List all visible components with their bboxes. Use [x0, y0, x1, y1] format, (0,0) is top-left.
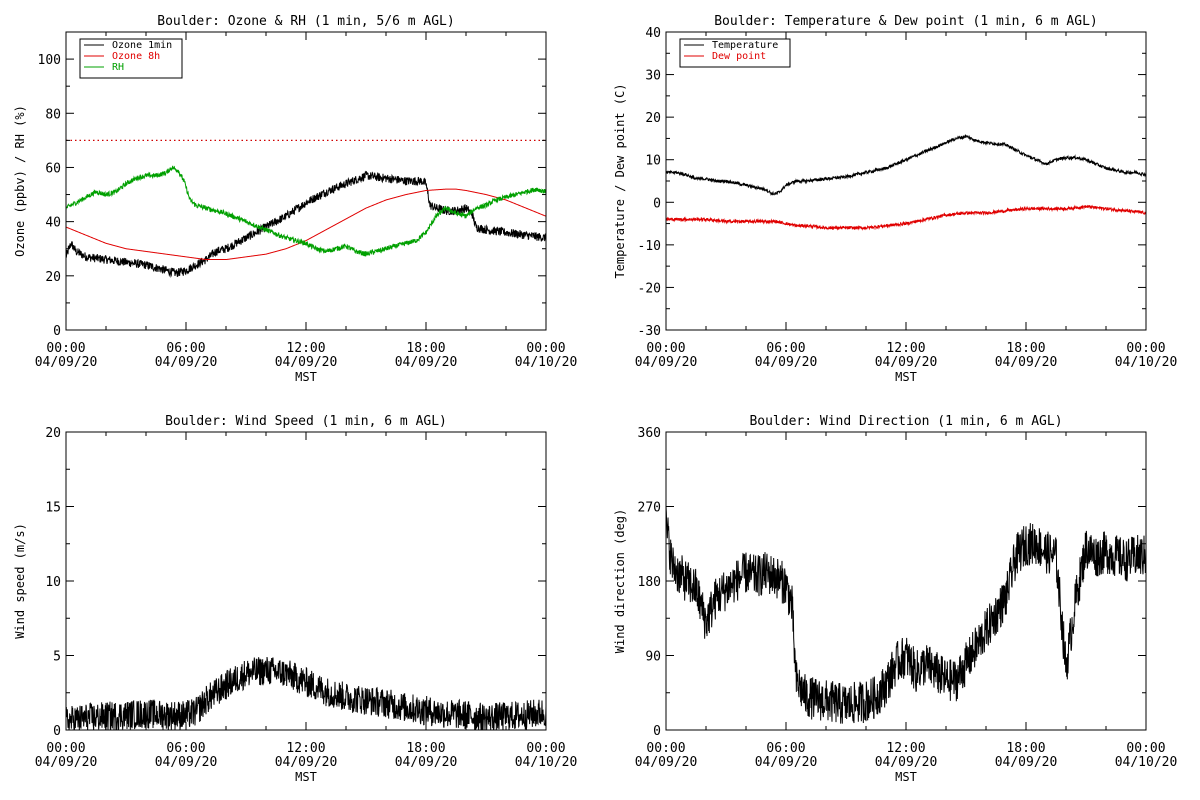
series-line-dew-point — [666, 204, 1146, 231]
y-tick-label: 40 — [45, 216, 61, 231]
x-tick-label-time: 12:00 — [886, 741, 925, 756]
chart-panel-3: Boulder: Wind Speed (1 min, 6 m AGL) 0 5 10… — [13, 414, 577, 784]
x-tick-label-date: 04/09/20 — [635, 355, 698, 370]
y-tick-label: 0 — [53, 324, 61, 339]
x-tick-label-time: 00:00 — [646, 341, 685, 356]
y-tick-label: 20 — [45, 426, 61, 441]
x-tick-label-date: 04/09/20 — [875, 755, 938, 770]
y-tick-label: 0 — [653, 724, 661, 739]
x-tick-label-time: 06:00 — [766, 741, 805, 756]
x-tick-label-time: 06:00 — [766, 341, 805, 356]
chart-title: Boulder: Wind Direction (1 min, 6 m AGL) — [749, 414, 1062, 429]
x-tick-label-date: 04/09/20 — [995, 355, 1058, 370]
y-tick-label: 30 — [645, 69, 661, 84]
y-tick-label: -20 — [638, 281, 661, 296]
x-tick-label-time: 06:00 — [166, 741, 205, 756]
x-tick-label-time: 00:00 — [46, 741, 85, 756]
y-axis-label: Temperature / Dew point (C) — [613, 83, 627, 278]
y-axis-label: Ozone (ppbv) / RH (%) — [13, 105, 27, 257]
x-tick-label-date: 04/09/20 — [755, 355, 818, 370]
y-tick-label: -30 — [638, 324, 661, 339]
x-tick-label-date: 04/10/20 — [1115, 755, 1178, 770]
y-tick-label: 40 — [645, 26, 661, 41]
x-tick-label-date: 04/09/20 — [635, 755, 698, 770]
x-tick-label-date: 04/10/20 — [515, 355, 578, 370]
legend-entry: Dew point — [712, 51, 766, 62]
x-tick-label-date: 04/09/20 — [155, 355, 218, 370]
series-line-ozone-8h — [66, 188, 546, 261]
chart-panel-4: Boulder: Wind Direction (1 min, 6 m AGL)… — [613, 414, 1177, 784]
y-tick-label: 180 — [638, 575, 661, 590]
x-tick-label-date: 04/09/20 — [755, 755, 818, 770]
y-tick-label: 100 — [38, 53, 61, 68]
y-tick-label: 10 — [45, 575, 61, 590]
x-tick-label-time: 12:00 — [286, 741, 325, 756]
y-tick-label: 20 — [645, 111, 661, 126]
x-tick-label-date: 04/09/20 — [395, 755, 458, 770]
series-line-temperature — [666, 134, 1146, 196]
plot-frame — [665, 31, 1147, 331]
y-tick-label: -10 — [638, 239, 661, 254]
y-tick-label: 80 — [45, 107, 61, 122]
x-tick-label-time: 12:00 — [886, 341, 925, 356]
x-tick-label-date: 04/09/20 — [35, 755, 98, 770]
y-tick-label: 0 — [653, 196, 661, 211]
chart-panel-2: Boulder: Temperature & Dew point (1 min,… — [613, 14, 1177, 384]
series-line-ozone-1min — [66, 170, 546, 278]
x-tick-label-date: 04/09/20 — [995, 755, 1058, 770]
x-tick-label-time: 18:00 — [406, 341, 445, 356]
y-tick-label: 90 — [645, 650, 661, 665]
y-tick-label: 20 — [45, 270, 61, 285]
y-tick-label: 0 — [53, 724, 61, 739]
series-line-data — [666, 505, 1146, 724]
x-tick-label-date: 04/09/20 — [275, 355, 338, 370]
x-axis-label: MST — [895, 370, 917, 384]
x-tick-label-time: 00:00 — [1126, 741, 1165, 756]
y-tick-label: 360 — [638, 426, 661, 441]
x-axis-label: MST — [895, 770, 917, 784]
legend-entry: Temperature — [712, 40, 778, 51]
x-axis-label: MST — [295, 770, 317, 784]
x-tick-label-time: 18:00 — [406, 741, 445, 756]
x-tick-label-date: 04/09/20 — [35, 355, 98, 370]
x-tick-label-time: 00:00 — [1126, 341, 1165, 356]
x-axis-label: MST — [295, 370, 317, 384]
x-tick-label-time: 18:00 — [1006, 741, 1045, 756]
series-line-rh — [66, 165, 546, 257]
x-tick-label-date: 04/09/20 — [395, 355, 458, 370]
x-tick-label-time: 00:00 — [46, 341, 85, 356]
series-line-data — [66, 657, 546, 730]
x-tick-label-date: 04/09/20 — [155, 755, 218, 770]
x-tick-label-time: 06:00 — [166, 341, 205, 356]
x-tick-label-time: 00:00 — [646, 741, 685, 756]
y-tick-label: 10 — [645, 154, 661, 169]
y-tick-label: 5 — [53, 650, 61, 665]
legend-entry: Ozone 1min — [112, 40, 172, 51]
y-tick-label: 60 — [45, 161, 61, 176]
x-tick-label-time: 00:00 — [526, 741, 565, 756]
x-tick-label-date: 04/10/20 — [1115, 355, 1178, 370]
x-tick-label-date: 04/09/20 — [875, 355, 938, 370]
chart-title: Boulder: Wind Speed (1 min, 6 m AGL) — [165, 414, 447, 429]
y-tick-label: 270 — [638, 501, 661, 516]
chart-panel-1: Boulder: Ozone & RH (1 min, 5/6 m AGL) 0 2… — [13, 14, 577, 384]
x-tick-label-date: 04/09/20 — [275, 755, 338, 770]
chart-title: Boulder: Temperature & Dew point (1 min,… — [714, 14, 1098, 29]
y-axis-label: Wind direction (deg) — [613, 509, 627, 654]
y-axis-label: Wind speed (m/s) — [13, 523, 27, 639]
x-tick-label-time: 18:00 — [1006, 341, 1045, 356]
chart-title: Boulder: Ozone & RH (1 min, 5/6 m AGL) — [157, 14, 454, 29]
y-tick-label: 15 — [45, 501, 61, 516]
x-tick-label-time: 00:00 — [526, 341, 565, 356]
legend-entry: RH — [112, 62, 124, 73]
x-tick-label-date: 04/10/20 — [515, 755, 578, 770]
legend-entry: Ozone 8h — [112, 51, 160, 62]
legend-box — [679, 38, 791, 68]
x-tick-label-time: 12:00 — [286, 341, 325, 356]
